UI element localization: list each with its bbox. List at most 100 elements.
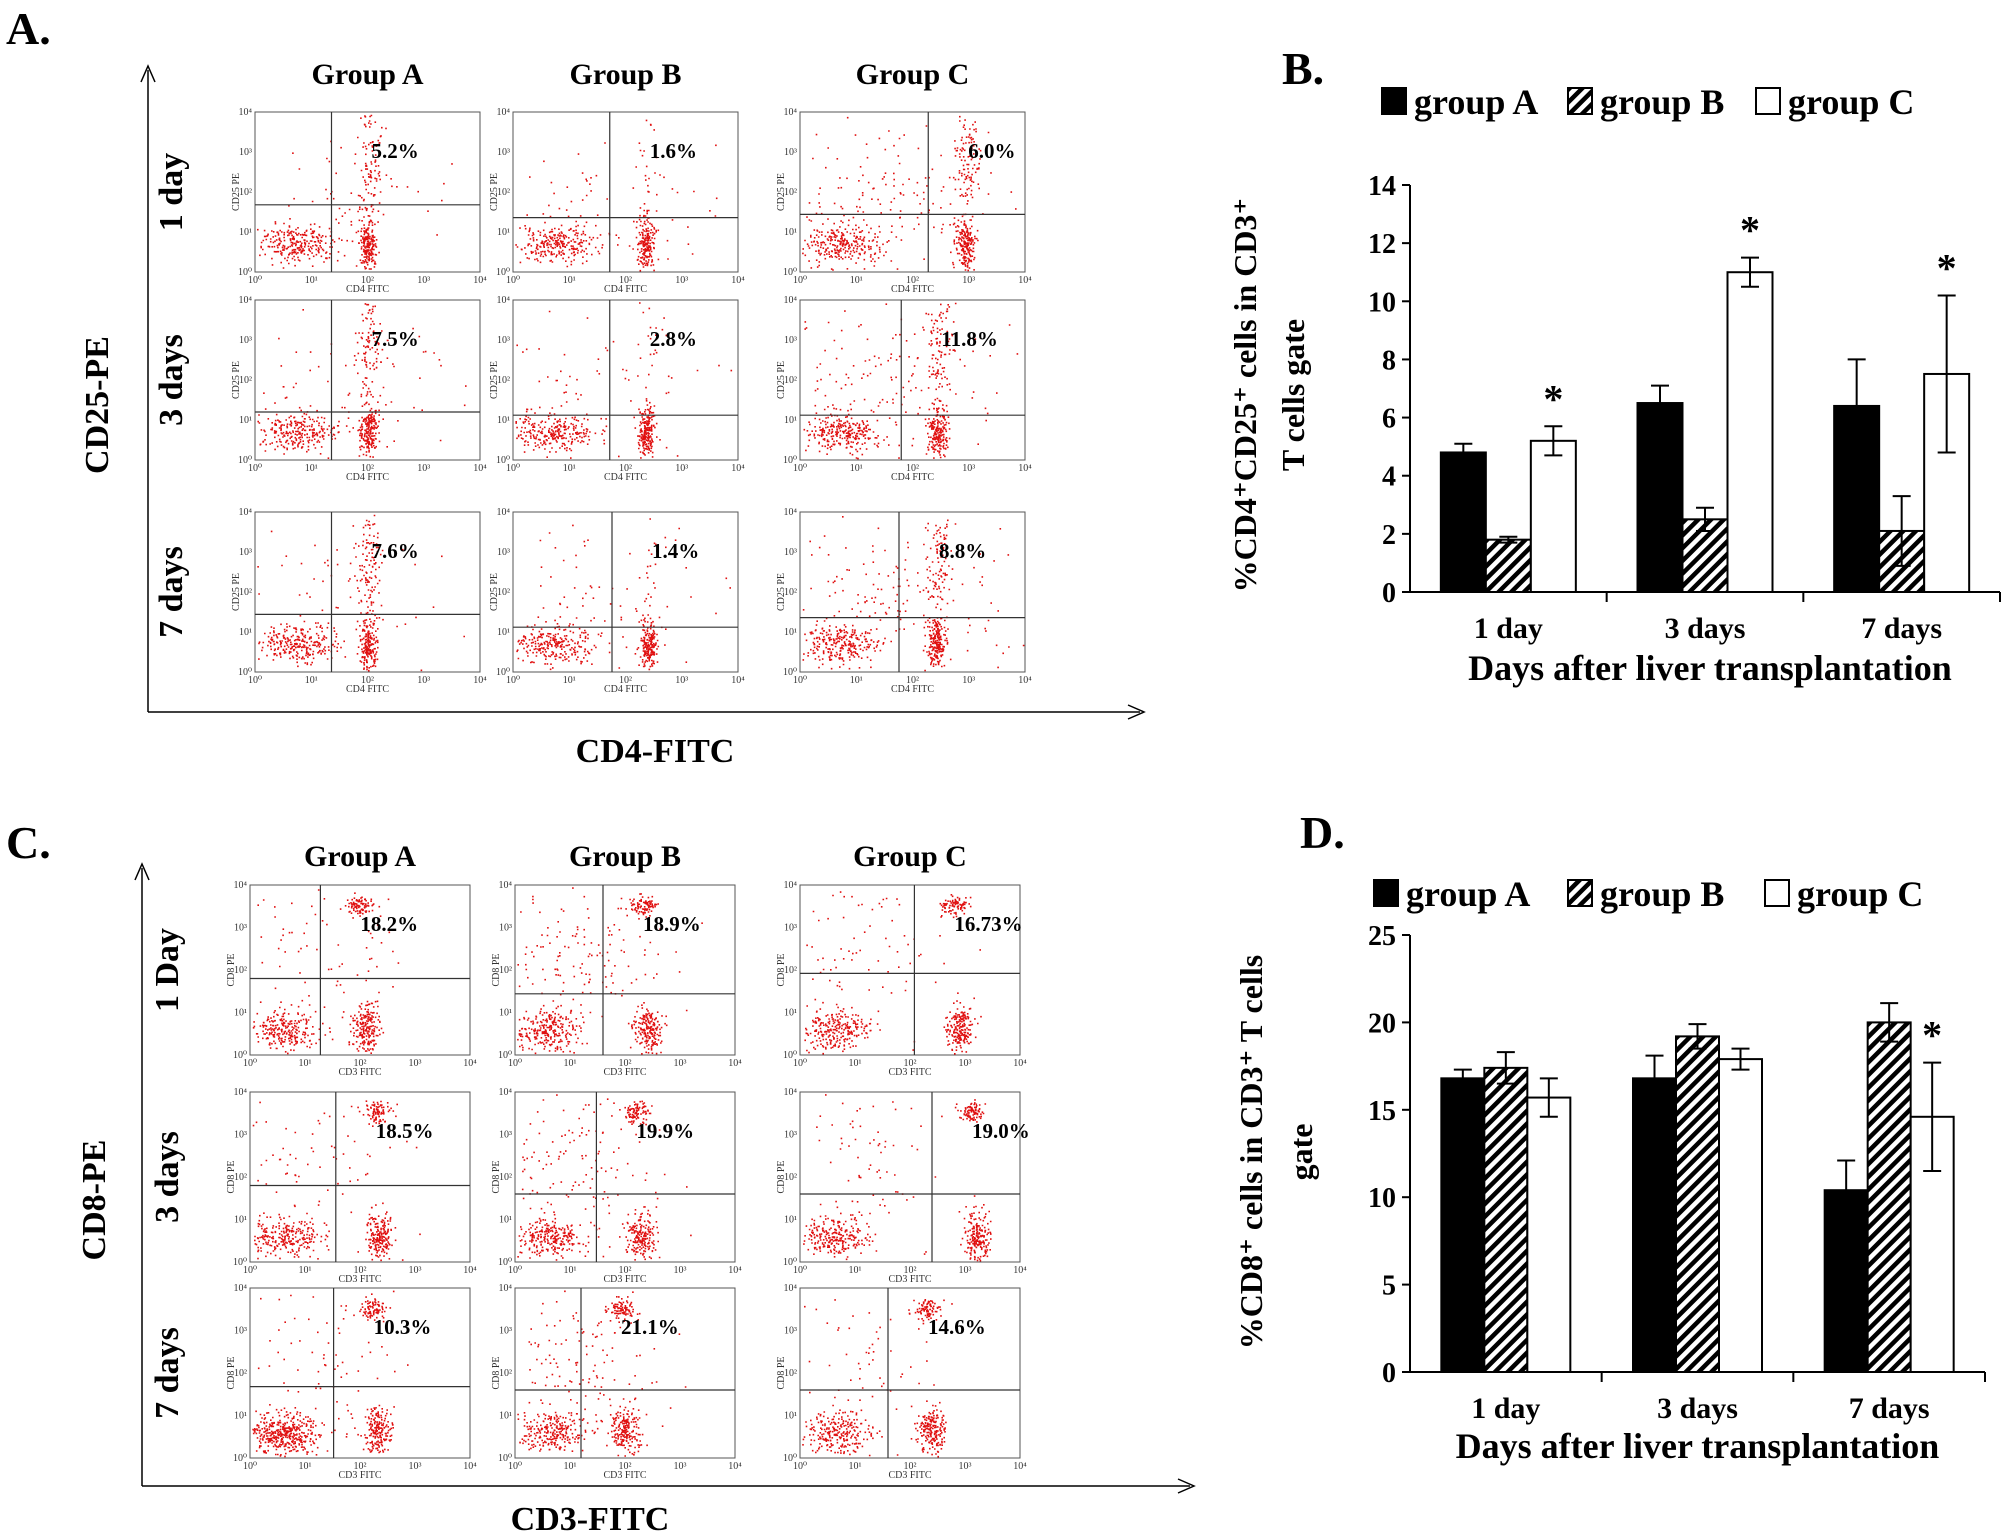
flow-y-tick: 10⁴ xyxy=(499,1283,513,1294)
flow-y-tick: 10¹ xyxy=(784,227,797,238)
flow-y-tick: 10¹ xyxy=(497,227,510,238)
x-category-label: 7 days xyxy=(1849,1392,1930,1425)
y-axis-title-line1: %CD8⁺ cells in CD3⁺ T cells xyxy=(1233,955,1269,1349)
flow-x-tick: 10¹ xyxy=(563,463,576,474)
flow-x-tick: 10⁴ xyxy=(1013,1058,1027,1069)
group-header: Group C xyxy=(853,840,967,873)
y-tick-label: 5 xyxy=(1382,1271,1396,1302)
flow-x-tick: 10⁴ xyxy=(731,275,745,286)
flow-x-tick: 10⁰ xyxy=(506,675,520,686)
error-bar xyxy=(1731,1047,1750,1071)
flow-x-axis-label: CD4 FITC xyxy=(891,472,934,483)
flow-x-axis-label: CD4 FITC xyxy=(891,284,934,295)
bar-group-A-1-day xyxy=(1440,1077,1486,1374)
flow-x-axis-label: CD3 FITC xyxy=(603,1274,646,1285)
flow-y-tick: 10⁰ xyxy=(783,1453,797,1464)
flow-x-tick: 10² xyxy=(361,463,374,474)
y-tick-label: 6 xyxy=(1382,404,1396,435)
flow-y-tick: 10² xyxy=(497,587,510,598)
flow-y-tick: 10² xyxy=(784,965,797,976)
flow-x-tick: 10⁴ xyxy=(1013,1265,1027,1276)
flow-x-tick: 10⁰ xyxy=(793,275,807,286)
flow-y-axis-label: CD8 PE xyxy=(226,953,237,986)
flow-y-tick: 10⁰ xyxy=(496,667,510,678)
flow-y-tick: 10⁰ xyxy=(498,1050,512,1061)
flow-x-tick: 10⁰ xyxy=(508,1058,522,1069)
panel-c-y-title: CD8-PE xyxy=(76,1140,113,1261)
row-label-timepoint: 7 days xyxy=(153,546,190,638)
row-label-timepoint: 1 Day xyxy=(149,928,186,1012)
error-bar xyxy=(1937,294,1956,454)
flow-y-tick: 10³ xyxy=(784,1130,797,1141)
error-bar xyxy=(1696,506,1714,532)
flow-x-tick: 10³ xyxy=(675,463,688,474)
flow-x-tick: 10² xyxy=(906,275,919,286)
error-bar xyxy=(1539,1077,1558,1118)
panel-c-x-title: CD3-FITC xyxy=(511,1501,670,1537)
flow-plot-frame xyxy=(254,299,481,461)
flow-y-tick: 10⁴ xyxy=(784,880,798,891)
flow-y-tick: 10⁰ xyxy=(783,455,797,466)
flow-x-tick: 10⁴ xyxy=(473,463,487,474)
flow-y-axis-label: CD8 PE xyxy=(226,1356,237,1389)
flow-y-tick: 10¹ xyxy=(234,1215,247,1226)
group-header: Group B xyxy=(570,58,682,91)
error-bar xyxy=(1892,495,1911,567)
flow-x-axis-label: CD3 FITC xyxy=(888,1274,931,1285)
flow-y-axis-label: CD8 PE xyxy=(776,953,787,986)
flow-x-tick: 10¹ xyxy=(563,675,576,686)
flow-x-tick: 10³ xyxy=(959,1461,972,1472)
flow-x-axis-label: CD3 FITC xyxy=(888,1067,931,1078)
quadrant-percent: 18.5% xyxy=(376,1119,434,1143)
flow-x-tick: 10⁴ xyxy=(1013,1461,1027,1472)
flow-x-tick: 10² xyxy=(619,463,632,474)
flow-x-axis-label: CD3 FITC xyxy=(338,1470,381,1481)
error-bar xyxy=(1688,1023,1707,1050)
flow-x-axis-label: CD4 FITC xyxy=(604,284,647,295)
flow-y-tick: 10³ xyxy=(784,923,797,934)
flow-x-tick: 10² xyxy=(904,1265,917,1276)
flow-y-tick: 10³ xyxy=(234,1130,247,1141)
y-tick-label: 10 xyxy=(1368,1183,1396,1214)
significance-marker: * xyxy=(1543,376,1563,421)
flow-y-tick: 10³ xyxy=(784,1326,797,1337)
x-axis-title: Days after liver transplantation xyxy=(1456,1426,1940,1466)
flow-x-tick: 10¹ xyxy=(849,1461,862,1472)
flow-events xyxy=(257,303,467,459)
flow-y-tick: 10⁴ xyxy=(784,107,798,118)
flow-y-tick: 10⁴ xyxy=(497,507,511,518)
legend-swatch-group-A xyxy=(1381,87,1407,115)
flow-y-tick: 10² xyxy=(784,1172,797,1183)
quadrant-percent: 19.0% xyxy=(972,1119,1030,1143)
y-tick-label: 2 xyxy=(1382,520,1396,551)
flow-events xyxy=(252,1290,409,1458)
group-header: Group A xyxy=(304,840,416,873)
flow-y-tick: 10³ xyxy=(239,335,252,346)
flow-x-tick: 10⁴ xyxy=(463,1461,477,1472)
error-bar xyxy=(1880,1002,1899,1043)
legend-label: group C xyxy=(1797,874,1923,914)
flow-x-axis-label: CD3 FITC xyxy=(603,1470,646,1481)
flow-y-tick: 10⁰ xyxy=(783,1257,797,1268)
row-label-timepoint: 3 days xyxy=(149,1131,186,1223)
bar-group-B-1-day xyxy=(1483,1066,1529,1374)
flow-y-tick: 10⁰ xyxy=(496,455,510,466)
flow-x-tick: 10⁴ xyxy=(1018,275,1032,286)
flow-x-tick: 10⁰ xyxy=(506,463,520,474)
flow-x-tick: 10² xyxy=(619,1265,632,1276)
panel-a-y-title: CD25-PE xyxy=(79,336,116,474)
flow-y-tick: 10¹ xyxy=(497,627,510,638)
flow-x-tick: 10³ xyxy=(962,275,975,286)
flow-x-axis-label: CD4 FITC xyxy=(604,472,647,483)
error-bar xyxy=(1499,535,1518,544)
quadrant-percent: 16.73% xyxy=(954,912,1022,936)
bar-group-B-3-days xyxy=(1675,1035,1720,1374)
flow-x-tick: 10⁰ xyxy=(508,1461,522,1472)
flow-x-tick: 10³ xyxy=(417,463,430,474)
